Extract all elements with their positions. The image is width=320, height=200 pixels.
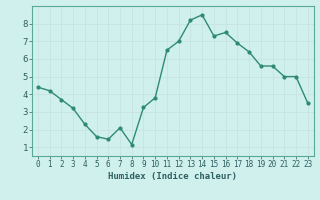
X-axis label: Humidex (Indice chaleur): Humidex (Indice chaleur) [108,172,237,181]
